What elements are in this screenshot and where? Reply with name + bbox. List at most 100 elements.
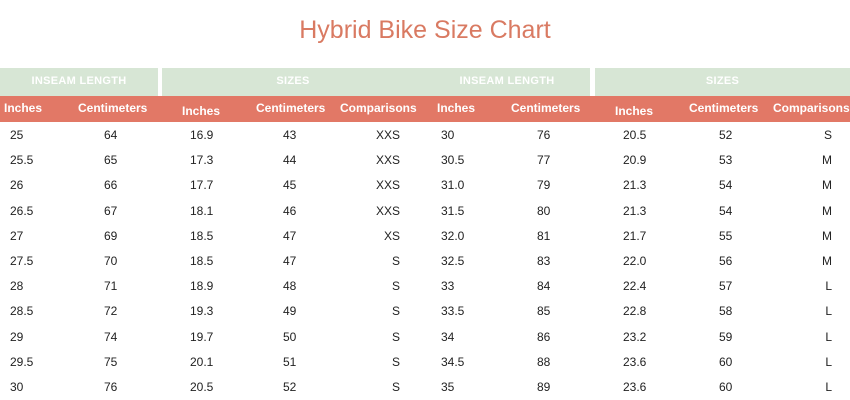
cell-size-centimeters: 54 — [719, 203, 733, 218]
cell-size-comparison: S — [391, 354, 400, 369]
cell-size-inches: 20.5 — [623, 128, 647, 142]
cell-size-inches: 21.3 — [623, 203, 647, 218]
cell-inseam-centimeters: 79 — [537, 178, 551, 193]
cell-inseam-centimeters: 67 — [104, 203, 118, 218]
cell-size-inches: 23.6 — [623, 380, 647, 394]
cell-size-centimeters: 49 — [283, 304, 297, 319]
cell-size-inches: 22.4 — [623, 279, 647, 294]
cell-size-centimeters: 52 — [283, 380, 297, 394]
table-row: 28 71 18.9 48 S 33 84 22.4 57 L — [0, 274, 850, 299]
cell-inseam-inches: 34.5 — [441, 354, 465, 369]
table-row: 25 64 16.9 43 XXS 30 76 20.5 52 S — [0, 123, 850, 148]
cell-size-centimeters: 57 — [719, 279, 733, 294]
column-header-inches: Inches — [437, 101, 476, 115]
cell-size-comparison: XXS — [375, 203, 400, 218]
cell-inseam-centimeters: 81 — [537, 228, 551, 243]
cell-size-comparison: S — [391, 279, 400, 294]
cell-inseam-centimeters: 86 — [537, 329, 551, 344]
cell-size-inches: 23.6 — [623, 354, 647, 369]
cell-size-comparison: S — [823, 128, 832, 142]
cell-size-inches: 18.1 — [190, 203, 214, 218]
cell-inseam-centimeters: 85 — [537, 304, 551, 319]
cell-size-inches: 19.3 — [190, 304, 214, 319]
cell-inseam-inches: 33 — [441, 279, 455, 294]
cell-inseam-centimeters: 80 — [537, 203, 551, 218]
cell-inseam-centimeters: 88 — [537, 354, 551, 369]
cell-inseam-inches: 25.5 — [10, 153, 34, 168]
table-row: 29 74 19.7 50 S 34 86 23.2 59 L — [0, 325, 850, 350]
cell-inseam-centimeters: 72 — [104, 304, 118, 319]
cell-inseam-inches: 27.5 — [10, 254, 34, 268]
cell-size-centimeters: 44 — [283, 153, 297, 168]
cell-size-comparison: S — [391, 329, 400, 344]
cell-size-comparison: M — [822, 178, 832, 193]
cell-size-comparison: M — [822, 254, 832, 268]
cell-size-centimeters: 54 — [719, 178, 733, 193]
column-header-comparisons: Comparisons — [340, 101, 417, 115]
cell-size-centimeters: 50 — [283, 329, 297, 344]
cell-inseam-inches: 30 — [10, 380, 24, 394]
cell-inseam-inches: 29 — [10, 329, 24, 344]
cell-inseam-inches: 35 — [441, 380, 455, 394]
cell-size-inches: 17.7 — [190, 178, 214, 193]
cell-size-inches: 17.3 — [190, 153, 214, 168]
cell-size-inches: 20.1 — [190, 354, 214, 369]
cell-size-centimeters: 46 — [283, 203, 297, 218]
cell-inseam-centimeters: 75 — [104, 354, 118, 369]
cell-inseam-inches: 29.5 — [10, 354, 34, 369]
cell-inseam-inches: 26.5 — [10, 203, 34, 218]
cell-size-comparison: XXS — [375, 128, 400, 142]
cell-size-inches: 21.3 — [623, 178, 647, 193]
cell-inseam-inches: 28 — [10, 279, 24, 294]
cell-size-inches: 20.9 — [623, 153, 647, 168]
group-header-inseam-left: INSEAM LENGTH — [0, 68, 158, 96]
table-row: 25.5 65 17.3 44 XXS 30.5 77 20.9 53 M — [0, 148, 850, 173]
page-title: Hybrid Bike Size Chart — [299, 16, 551, 44]
cell-size-inches: 19.7 — [190, 329, 214, 344]
cell-size-comparison: M — [822, 228, 832, 243]
cell-inseam-inches: 25 — [10, 128, 24, 142]
column-header-row: Inches Centimeters Inches Centimeters Co… — [0, 96, 850, 122]
cell-inseam-centimeters: 83 — [537, 254, 551, 268]
cell-inseam-centimeters: 64 — [104, 128, 118, 142]
column-header-inches: Inches — [4, 101, 43, 115]
group-header-sizes-left: SIZES — [162, 68, 424, 96]
cell-inseam-centimeters: 70 — [104, 254, 118, 268]
cell-inseam-centimeters: 66 — [104, 178, 118, 193]
cell-size-inches: 22.0 — [623, 254, 647, 268]
cell-inseam-inches: 32.5 — [441, 254, 465, 268]
cell-size-comparison: XS — [383, 228, 400, 243]
cell-size-comparison: S — [391, 304, 400, 319]
cell-inseam-inches: 30.5 — [441, 153, 465, 168]
cell-size-centimeters: 59 — [719, 329, 733, 344]
cell-size-comparison: L — [825, 329, 832, 344]
table-row: 26.5 67 18.1 46 XXS 31.5 80 21.3 54 M — [0, 199, 850, 224]
column-header-centimeters: Centimeters — [511, 101, 581, 115]
cell-size-comparison: S — [391, 254, 400, 268]
cell-size-inches: 21.7 — [623, 228, 647, 243]
cell-size-centimeters: 55 — [719, 228, 733, 243]
cell-inseam-inches: 31.5 — [441, 203, 465, 218]
cell-size-inches: 20.5 — [190, 380, 214, 394]
cell-inseam-inches: 33.5 — [441, 304, 465, 319]
table-row: 28.5 72 19.3 49 S 33.5 85 22.8 58 L — [0, 299, 850, 324]
cell-size-centimeters: 48 — [283, 279, 297, 294]
cell-size-centimeters: 47 — [283, 228, 297, 243]
group-header-inseam-right: INSEAM LENGTH — [424, 68, 590, 96]
cell-inseam-inches: 27 — [10, 228, 24, 243]
cell-size-inches: 18.9 — [190, 279, 214, 294]
cell-size-inches: 16.9 — [190, 128, 214, 142]
table-row: 30 76 20.5 52 S 35 89 23.6 60 L — [0, 375, 850, 400]
cell-inseam-inches: 26 — [10, 178, 24, 193]
cell-inseam-inches: 28.5 — [10, 304, 34, 319]
cell-size-centimeters: 51 — [283, 354, 297, 369]
cell-size-inches: 23.2 — [623, 329, 647, 344]
column-header-centimeters: Centimeters — [256, 101, 326, 115]
cell-inseam-inches: 30 — [441, 128, 455, 142]
cell-size-inches: 18.5 — [190, 254, 214, 268]
cell-size-centimeters: 47 — [283, 254, 297, 268]
column-header-centimeters: Centimeters — [78, 101, 148, 115]
cell-size-comparison: XXS — [375, 178, 400, 193]
cell-size-centimeters: 56 — [719, 254, 733, 268]
cell-inseam-centimeters: 65 — [104, 153, 118, 168]
